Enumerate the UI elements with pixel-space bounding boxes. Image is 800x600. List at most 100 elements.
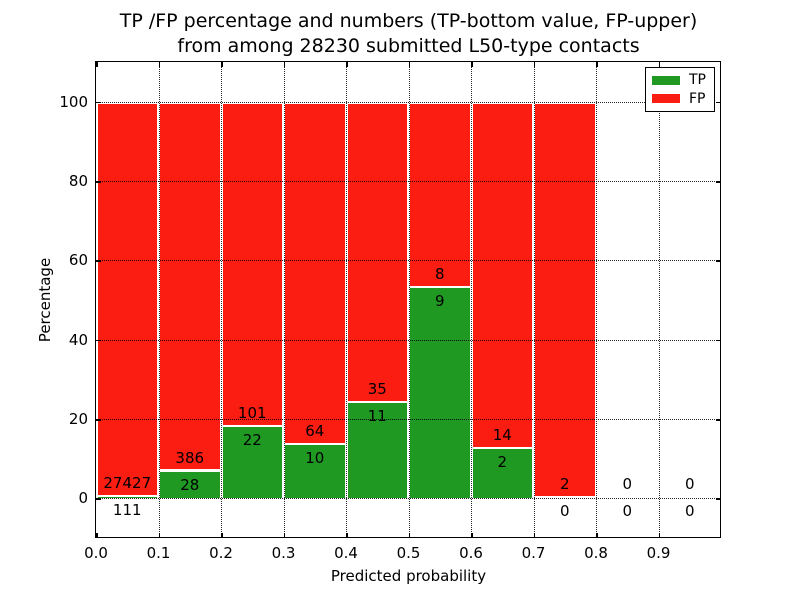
legend: TP FP: [645, 67, 715, 112]
legend-entry-tp: TP: [652, 72, 708, 88]
x-gridline: [408, 62, 410, 538]
x-tick-label: 0.0: [84, 544, 108, 562]
x-gridline: [346, 62, 347, 538]
x-tick-mark: [221, 533, 223, 538]
y-tick-mark: [96, 260, 101, 262]
x-tick-label: 0.5: [396, 544, 421, 562]
chart-title: TP /FP percentage and numbers (TP-bottom…: [96, 9, 721, 59]
x-tick-mark: [283, 62, 285, 67]
y-axis-label: Percentage: [36, 257, 54, 343]
y-tick-label: 20: [68, 410, 88, 428]
y-tick-mark: [96, 498, 101, 500]
x-tick-mark: [158, 533, 160, 538]
y-tick-mark: [716, 101, 721, 104]
legend-entry-fp: FP: [652, 91, 708, 107]
x-tick-label: 0.1: [146, 544, 171, 562]
x-gridline: [658, 62, 660, 538]
fp-count-label: 35: [367, 380, 387, 399]
x-tick-mark: [283, 533, 285, 538]
y-tick-label: 100: [59, 92, 88, 111]
legend-label-tp: TP: [689, 72, 706, 89]
bar-segment-fp: [160, 101, 220, 472]
fp-count-label: 64: [305, 421, 325, 440]
bar-segment-tp: [285, 444, 345, 499]
y-tick-mark: [716, 498, 721, 500]
legend-label-fp: FP: [689, 90, 706, 107]
bar-segment-fp: [472, 101, 532, 449]
x-gridline: [283, 62, 285, 538]
y-tick-label: 0: [78, 489, 88, 508]
x-tick-mark: [96, 533, 98, 538]
x-tick-label: 0.7: [521, 544, 546, 562]
x-tick-mark: [471, 533, 473, 538]
x-gridline: [158, 62, 160, 538]
fp-count-label: 14: [492, 425, 512, 444]
bar-segment-fp: [535, 101, 595, 499]
y-tick-mark: [96, 181, 101, 183]
x-gridline: [221, 62, 222, 538]
x-tick-mark: [346, 62, 348, 67]
fp-count-label: 8: [434, 265, 445, 284]
bar-segment-tp: [160, 471, 220, 499]
y-tick-label: 40: [68, 330, 88, 349]
chart-title-line1: TP /FP percentage and numbers (TP-bottom…: [119, 10, 698, 32]
fp-count-label: 0: [622, 475, 633, 494]
x-tick-mark: [658, 62, 660, 67]
bar-segment-fp: [222, 101, 282, 428]
x-tick-mark: [408, 62, 410, 67]
fp-count-label: 0: [684, 475, 695, 494]
x-tick-mark: [346, 533, 348, 538]
bar-segment-fp: [410, 101, 470, 289]
tp-count-label: 2: [497, 452, 508, 471]
y-tick-mark: [716, 181, 721, 183]
x-tick-mark: [408, 533, 410, 538]
y-tick-mark: [96, 101, 101, 104]
x-tick-label: 0.2: [209, 544, 233, 562]
x-tick-mark: [533, 62, 535, 67]
x-tick-mark: [533, 533, 535, 538]
tp-count-label: 0: [684, 502, 695, 521]
x-tick-label: 0.9: [646, 544, 671, 562]
bar-segment-tp: [472, 448, 532, 499]
x-gridline: [533, 62, 535, 538]
y-tick-mark: [96, 339, 101, 342]
chart-title-line2: from among 28230 submitted L50-type cont…: [177, 35, 640, 57]
x-tick-mark: [96, 62, 98, 67]
bar-segment-fp: [285, 101, 345, 445]
x-tick-mark: [158, 62, 160, 67]
fp-count-label: 101: [237, 404, 267, 423]
tp-count-label: 22: [242, 431, 262, 450]
y-tick-label: 80: [68, 172, 88, 190]
x-tick-mark: [658, 533, 660, 538]
bar-segment-fp: [347, 101, 407, 404]
tp-count-label: 0: [559, 502, 570, 521]
bar-segment-fp: [97, 101, 157, 497]
y-tick-mark: [96, 419, 101, 421]
tp-count-label: 28: [180, 475, 200, 494]
fp-count-label: 27427: [103, 473, 152, 492]
x-tick-mark: [596, 62, 598, 67]
y-tick-label: 60: [68, 251, 88, 270]
bar-segment-tp: [97, 496, 157, 499]
legend-swatch-fp: [652, 94, 680, 104]
y-tick-mark: [716, 339, 721, 342]
y-tick-mark: [716, 260, 721, 262]
tp-count-label: 0: [622, 502, 633, 521]
bar-segment-tp: [222, 427, 282, 499]
legend-swatch-tp: [652, 75, 680, 85]
y-tick-mark: [716, 419, 721, 421]
x-gridline: [596, 62, 597, 538]
bar-segment-tp: [410, 288, 470, 499]
tp-count-label: 111: [112, 500, 142, 519]
tp-count-label: 10: [305, 448, 325, 467]
x-gridline: [471, 62, 472, 538]
x-tick-mark: [471, 62, 473, 67]
fp-count-label: 2: [559, 475, 570, 494]
x-tick-label: 0.3: [271, 544, 296, 562]
fp-count-label: 386: [175, 448, 205, 467]
x-tick-label: 0.8: [584, 544, 608, 562]
x-tick-label: 0.6: [459, 544, 483, 562]
tp-count-label: 9: [434, 292, 445, 311]
x-axis-label: Predicted probability: [330, 567, 487, 585]
